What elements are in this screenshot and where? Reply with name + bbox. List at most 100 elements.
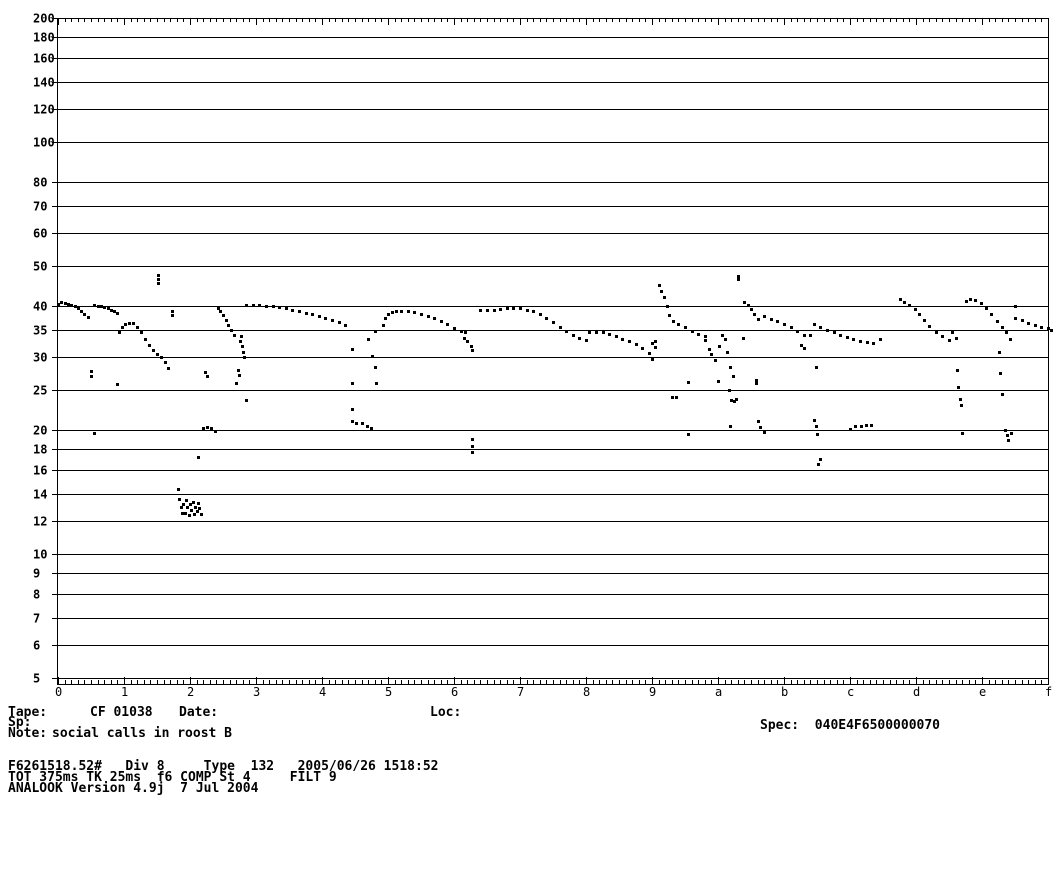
data-point xyxy=(839,334,842,337)
data-point xyxy=(237,369,240,372)
data-point xyxy=(177,488,180,491)
data-point xyxy=(803,334,806,337)
data-point xyxy=(585,339,588,342)
data-point xyxy=(324,317,327,320)
data-point xyxy=(486,309,489,312)
data-point xyxy=(107,307,110,310)
data-point xyxy=(230,329,233,332)
data-point xyxy=(753,313,756,316)
data-point xyxy=(815,425,818,428)
data-point xyxy=(197,456,200,459)
data-point xyxy=(156,353,159,356)
timing-info-line: TOT 375ms TK 25ms f6 COMP St 4 FILT 9 xyxy=(8,770,337,785)
y-tick-label: 80 xyxy=(33,176,47,190)
data-point xyxy=(704,339,707,342)
data-point xyxy=(718,345,721,348)
data-point xyxy=(1014,317,1017,320)
data-point xyxy=(941,335,944,338)
data-point xyxy=(750,308,753,311)
data-point xyxy=(755,382,758,385)
data-point xyxy=(815,366,818,369)
data-point xyxy=(367,338,370,341)
data-point xyxy=(651,358,654,361)
data-point xyxy=(704,335,707,338)
data-point xyxy=(471,445,474,448)
data-point xyxy=(243,356,246,359)
data-point xyxy=(493,309,496,312)
data-point xyxy=(959,398,962,401)
data-point xyxy=(103,306,106,309)
data-point xyxy=(74,305,77,308)
data-point xyxy=(291,309,294,312)
data-point xyxy=(608,333,611,336)
data-point xyxy=(572,334,575,337)
y-tick-label: 30 xyxy=(33,351,47,365)
data-point xyxy=(730,399,733,402)
data-point xyxy=(240,335,243,338)
data-point xyxy=(185,499,188,502)
data-point xyxy=(990,313,993,316)
data-point xyxy=(872,342,875,345)
data-point xyxy=(1010,432,1013,435)
data-point xyxy=(217,307,220,310)
data-point xyxy=(710,353,713,356)
data-point xyxy=(93,432,96,435)
data-point xyxy=(440,320,443,323)
data-point xyxy=(400,310,403,313)
data-point xyxy=(747,304,750,307)
data-point xyxy=(691,330,694,333)
data-point xyxy=(110,309,113,312)
data-point xyxy=(196,510,199,513)
data-point xyxy=(466,340,469,343)
data-point xyxy=(60,301,63,304)
data-point xyxy=(186,506,189,509)
data-point xyxy=(272,305,275,308)
data-point xyxy=(198,507,201,510)
x-tick-label: b xyxy=(781,685,788,699)
data-point xyxy=(813,323,816,326)
data-point xyxy=(57,303,60,306)
data-point xyxy=(796,330,799,333)
data-point xyxy=(776,320,779,323)
data-point xyxy=(479,309,482,312)
data-point xyxy=(351,420,354,423)
data-point xyxy=(180,506,183,509)
data-point xyxy=(641,347,644,350)
data-point xyxy=(870,424,873,427)
data-point xyxy=(113,310,116,313)
data-point xyxy=(407,310,410,313)
data-point xyxy=(214,430,217,433)
data-point xyxy=(144,338,147,341)
data-point xyxy=(512,307,515,310)
data-point xyxy=(899,298,902,301)
data-point xyxy=(93,304,96,307)
data-point xyxy=(865,424,868,427)
data-point xyxy=(184,512,187,515)
data-point xyxy=(658,284,661,287)
data-point xyxy=(136,326,139,329)
y-tick-label: 70 xyxy=(33,200,47,214)
y-tick-label: 50 xyxy=(33,260,47,274)
data-point xyxy=(202,427,205,430)
data-point xyxy=(80,310,83,313)
data-point xyxy=(588,331,591,334)
data-point xyxy=(305,312,308,315)
data-point xyxy=(996,320,999,323)
data-point xyxy=(464,331,467,334)
data-point xyxy=(697,333,700,336)
y-tick-label: 25 xyxy=(33,384,47,398)
data-point xyxy=(471,349,474,352)
data-point xyxy=(239,340,242,343)
data-point xyxy=(671,396,674,399)
data-point xyxy=(182,503,185,506)
data-point xyxy=(928,325,931,328)
data-point xyxy=(433,317,436,320)
data-point xyxy=(242,351,245,354)
data-point xyxy=(1007,439,1010,442)
data-point xyxy=(471,438,474,441)
data-point xyxy=(252,304,255,307)
data-point xyxy=(737,278,740,281)
data-point xyxy=(311,313,314,316)
data-point xyxy=(124,323,127,326)
y-tick-label: 140 xyxy=(33,76,55,90)
